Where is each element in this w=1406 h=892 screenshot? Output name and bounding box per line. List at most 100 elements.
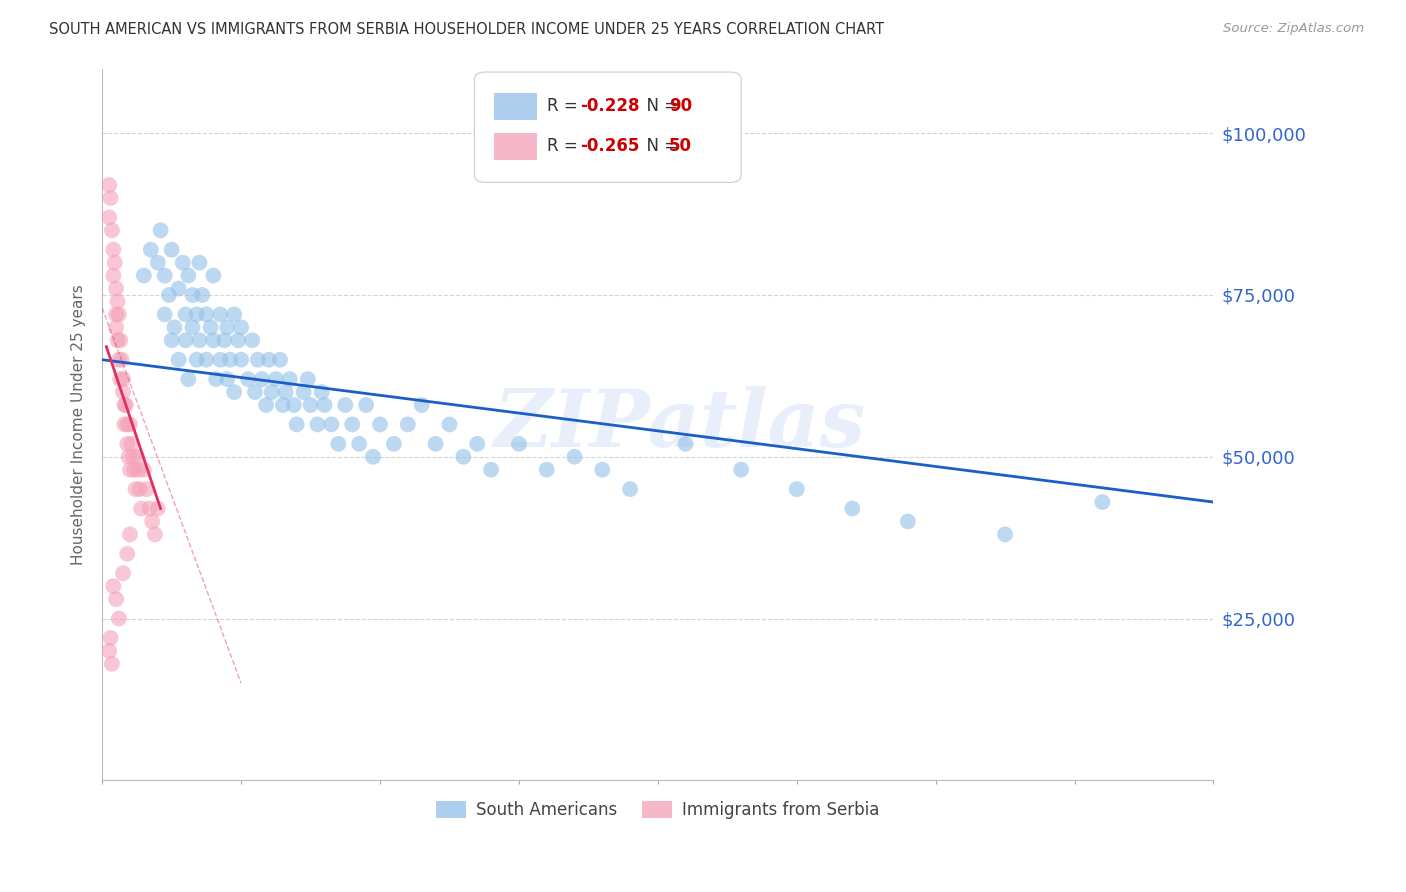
Point (105, 592, 128, 607)
Point (167, 352, 190, 367)
Point (157, 288, 180, 302)
Text: -0.265: -0.265 (581, 137, 640, 155)
Point (285, 417, 308, 432)
Point (368, 417, 391, 432)
Point (114, 417, 136, 432)
Point (200, 320, 222, 334)
Point (260, 385, 283, 400)
Point (229, 352, 252, 367)
Point (195, 352, 218, 367)
Point (181, 288, 204, 302)
Point (188, 333, 211, 347)
Point (115, 547, 138, 561)
Point (118, 527, 141, 541)
Text: R =: R = (547, 97, 582, 115)
Point (202, 268, 225, 283)
Point (214, 333, 236, 347)
Point (411, 398, 433, 412)
Point (254, 398, 277, 412)
Point (299, 398, 322, 412)
Point (354, 398, 377, 412)
Y-axis label: Householder Income Under 25 years: Householder Income Under 25 years (72, 284, 86, 565)
Point (112, 372, 135, 386)
Point (314, 398, 336, 412)
Point (104, 255, 127, 269)
Point (117, 450, 139, 464)
Point (591, 463, 613, 477)
Point (114, 398, 136, 412)
Point (508, 437, 530, 451)
Point (174, 333, 197, 347)
Text: SOUTH AMERICAN VS IMMIGRANTS FROM SERBIA HOUSEHOLDER INCOME UNDER 25 YEARS CORRE: SOUTH AMERICAN VS IMMIGRANTS FROM SERBIA… (49, 22, 884, 37)
Point (98, 178, 121, 192)
Point (730, 463, 752, 477)
Point (994, 527, 1017, 541)
Point (103, 268, 125, 283)
Point (120, 437, 142, 451)
Point (335, 398, 357, 412)
Point (342, 417, 364, 432)
Point (264, 372, 287, 386)
Point (297, 372, 319, 386)
Point (191, 288, 214, 302)
Point (250, 372, 273, 386)
Text: 50: 50 (669, 137, 692, 155)
Point (160, 333, 183, 347)
Point (115, 417, 138, 432)
Point (224, 385, 246, 400)
Point (202, 333, 225, 347)
Point (108, 352, 131, 367)
Point (127, 463, 149, 477)
Point (107, 333, 129, 347)
Point (146, 255, 169, 269)
Point (278, 372, 301, 386)
Point (274, 385, 297, 400)
Point (108, 611, 131, 625)
Text: N =: N = (636, 137, 683, 155)
FancyBboxPatch shape (474, 72, 741, 182)
Point (143, 527, 166, 541)
Point (246, 352, 269, 367)
Point (229, 320, 252, 334)
Point (897, 515, 920, 529)
Point (439, 417, 461, 432)
Point (283, 398, 305, 412)
Text: R =: R = (547, 137, 582, 155)
Point (112, 566, 135, 581)
Point (118, 417, 141, 432)
Point (219, 352, 242, 367)
Point (243, 385, 266, 400)
Point (160, 243, 183, 257)
Point (107, 294, 129, 309)
Point (122, 463, 145, 477)
Point (209, 352, 232, 367)
Point (240, 333, 263, 347)
Point (453, 450, 475, 464)
Point (100, 191, 122, 205)
Point (328, 437, 350, 451)
Point (129, 501, 152, 516)
Text: -0.228: -0.228 (581, 97, 640, 115)
Point (228, 333, 250, 347)
Point (135, 482, 157, 496)
Point (101, 657, 124, 671)
Point (105, 320, 128, 334)
Text: N =: N = (636, 97, 683, 115)
Point (321, 417, 343, 432)
Point (209, 307, 232, 321)
Text: Source: ZipAtlas.com: Source: ZipAtlas.com (1223, 22, 1364, 36)
Point (536, 463, 558, 477)
Point (149, 223, 172, 237)
Point (163, 320, 186, 334)
Point (181, 320, 204, 334)
Point (425, 437, 447, 451)
Point (311, 385, 333, 400)
Point (347, 437, 370, 451)
Point (110, 333, 132, 347)
Point (479, 463, 502, 477)
Point (153, 307, 176, 321)
Point (98, 211, 121, 225)
Point (103, 579, 125, 593)
Point (121, 450, 143, 464)
Point (105, 281, 128, 295)
